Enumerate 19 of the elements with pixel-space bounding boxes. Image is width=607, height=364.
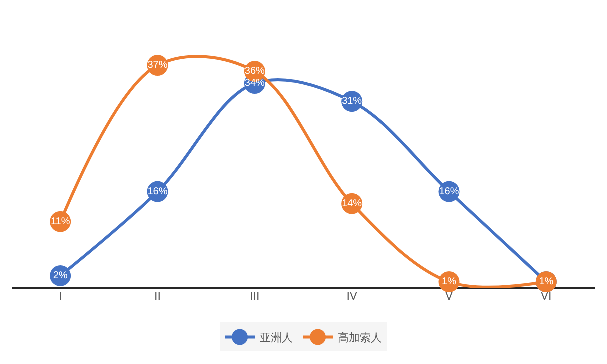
- data-label: 1%: [442, 276, 457, 288]
- data-label: 11%: [50, 216, 70, 228]
- data-label: 2%: [53, 270, 68, 282]
- data-label: 37%: [148, 60, 168, 72]
- data-label: 1%: [539, 276, 554, 288]
- x-tick-label: IV: [346, 290, 358, 303]
- legend-label: 亚洲人: [260, 332, 293, 345]
- x-tick-label: V: [445, 290, 454, 303]
- x-tick-label: I: [58, 290, 62, 303]
- x-tick-label: II: [154, 290, 161, 303]
- data-label: 14%: [342, 198, 362, 210]
- data-label: 31%: [342, 96, 362, 108]
- x-tick-label: III: [250, 290, 260, 303]
- x-tick-label: VI: [541, 290, 552, 303]
- data-label: 16%: [148, 186, 168, 198]
- data-label: 36%: [244, 66, 266, 78]
- legend-label: 高加索人: [338, 332, 382, 345]
- data-label: 16%: [439, 186, 460, 198]
- data-label: 34%: [244, 78, 266, 90]
